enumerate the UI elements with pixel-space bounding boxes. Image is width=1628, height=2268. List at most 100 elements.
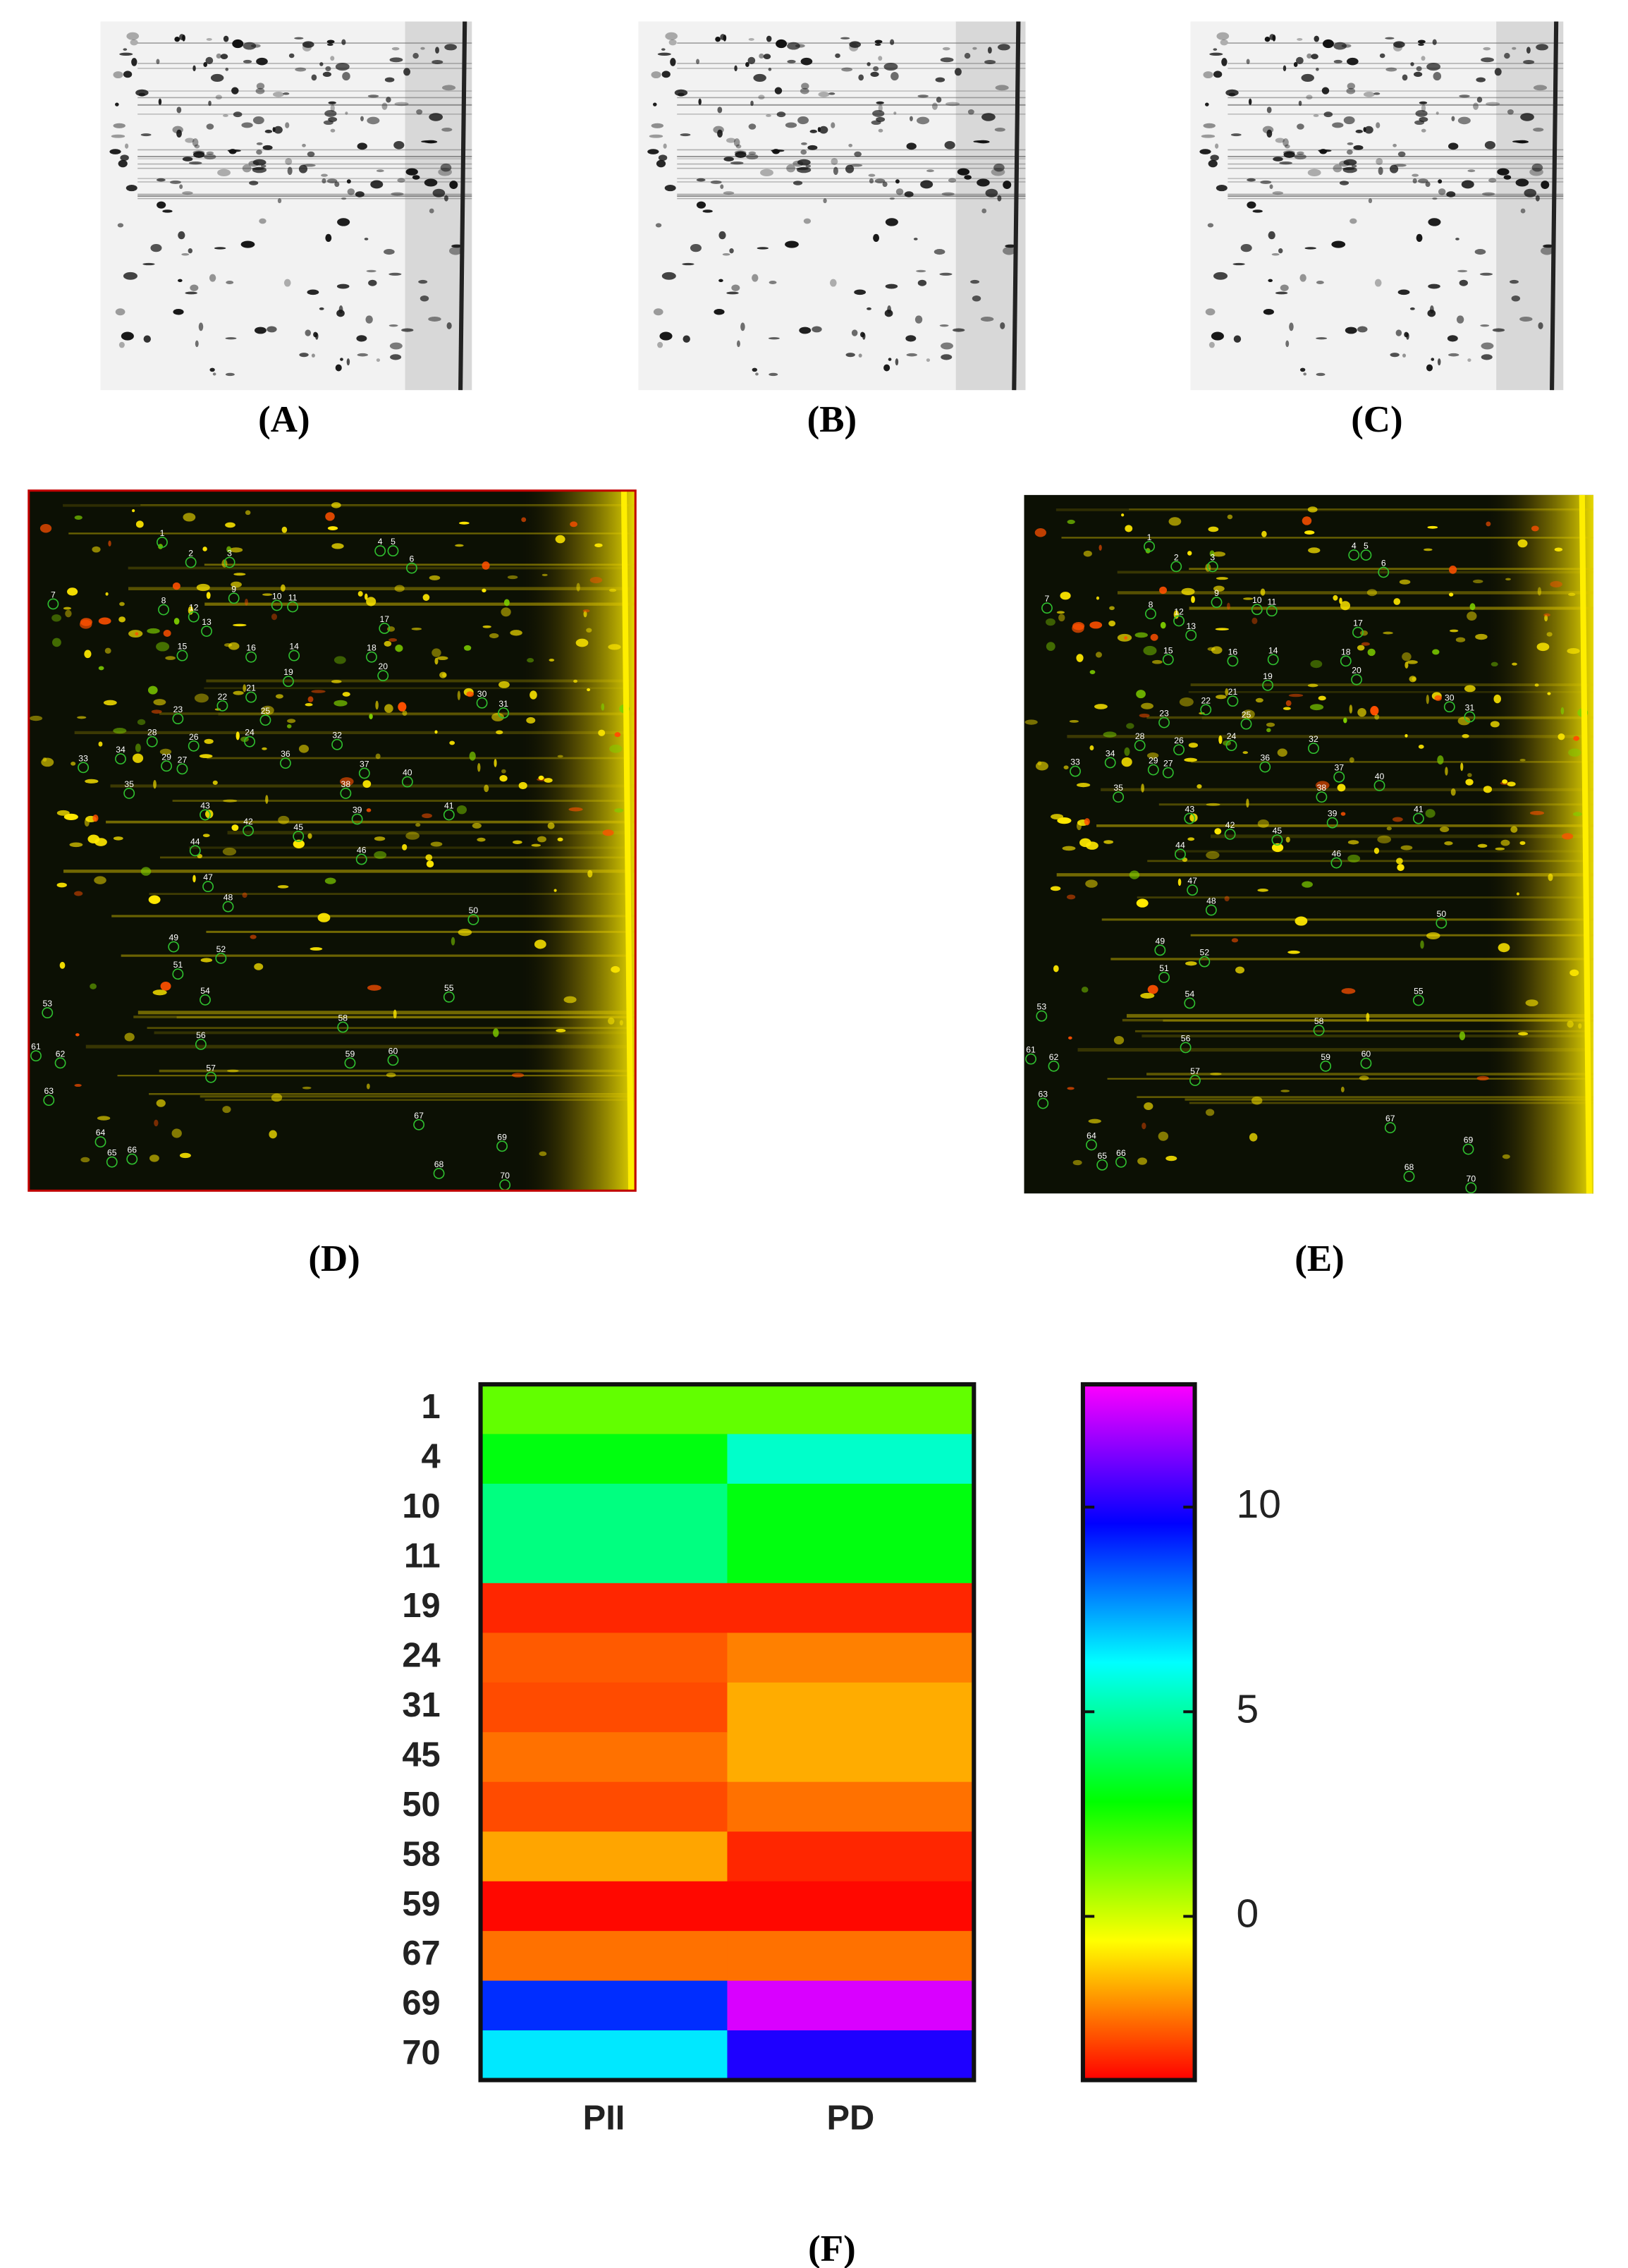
spot-label: 22 <box>1201 695 1211 705</box>
gel-spot <box>243 59 252 63</box>
gel-spot <box>1426 932 1440 940</box>
spot-label: 5 <box>1364 541 1369 551</box>
gel-spot <box>1368 198 1373 204</box>
gel-spot <box>835 53 840 59</box>
gel-spot <box>458 929 472 937</box>
spot-marker <box>205 1071 217 1083</box>
spot-marker <box>344 1057 356 1069</box>
gel-spot <box>416 109 423 115</box>
spot-label: 30 <box>1445 693 1455 702</box>
gel-spot <box>103 700 117 706</box>
spot-marker <box>351 813 363 825</box>
spot-marker <box>1025 1053 1036 1065</box>
spot-marker <box>172 713 184 725</box>
spot-marker <box>1185 629 1197 641</box>
gel-spot <box>1124 636 1127 640</box>
gel-spot <box>357 353 368 357</box>
gel-spot <box>752 274 759 282</box>
gel-spot <box>1275 291 1288 295</box>
gel-spot <box>1187 837 1195 841</box>
gel-spot <box>1493 694 1502 704</box>
gel-spot <box>1062 846 1076 851</box>
gel-spot <box>1484 140 1496 150</box>
gel-spot <box>1215 628 1230 630</box>
gel-spot <box>586 628 592 633</box>
gel-spot <box>1457 116 1471 125</box>
gel-spot <box>1184 757 1197 762</box>
gel-spot <box>418 279 428 284</box>
spot-marker <box>195 1038 207 1050</box>
spot-label: 8 <box>1149 599 1153 609</box>
gel-spot <box>1568 748 1581 757</box>
spot-marker <box>259 714 271 726</box>
spot-label: 7 <box>51 590 56 599</box>
spot-marker <box>176 763 188 775</box>
gel-spot <box>972 295 981 302</box>
gel-spot <box>324 110 337 117</box>
gel-spot <box>889 197 895 200</box>
spot-label: 40 <box>403 768 412 778</box>
spot-marker <box>1412 994 1424 1006</box>
gel-spot <box>1058 614 1065 622</box>
gel-spot <box>797 166 812 173</box>
gel-spot <box>295 67 307 72</box>
gel-spot <box>1207 223 1214 228</box>
gel-spot <box>858 74 864 81</box>
gel-spot <box>368 279 377 286</box>
gel-spot <box>252 116 264 125</box>
gel-spot <box>507 575 518 580</box>
gel-spot <box>726 138 736 143</box>
gel-spot <box>870 71 879 78</box>
spot-marker <box>293 830 305 842</box>
spot-label: 67 <box>414 1111 424 1121</box>
gel-spot <box>678 92 685 97</box>
spot-label: 69 <box>1464 1135 1474 1145</box>
gel-spot <box>326 178 338 183</box>
gel-spot <box>1519 841 1526 846</box>
gel-spot <box>731 284 740 291</box>
gel-spot <box>619 1020 623 1026</box>
gel-spot <box>1578 1023 1582 1029</box>
gel-spot <box>817 127 821 133</box>
gel-spot <box>1477 843 1488 848</box>
gel-spot <box>1228 92 1236 97</box>
spot-marker <box>433 1168 445 1179</box>
gel-spot <box>334 181 340 188</box>
gel-spot <box>609 744 623 753</box>
spot-label: 61 <box>31 1042 41 1051</box>
gel-spot <box>1431 358 1435 361</box>
gel-spot <box>384 77 395 83</box>
gel-spot <box>249 181 259 185</box>
gel-spot <box>328 101 336 104</box>
spot-label: 35 <box>1113 783 1123 793</box>
gel-spot <box>84 650 92 659</box>
gel-spot <box>245 598 248 606</box>
gel-spot <box>235 731 240 740</box>
gel-spot <box>444 44 458 51</box>
gel-spot <box>1492 328 1505 332</box>
gel-spot <box>1490 721 1500 728</box>
gel-spot <box>1374 279 1382 287</box>
gel-spot <box>1363 92 1375 97</box>
gel-spot <box>557 837 563 841</box>
gel-spot <box>1397 864 1404 872</box>
gel-spot <box>420 47 425 50</box>
gel-spot <box>1243 597 1254 600</box>
gel-spot <box>682 262 694 266</box>
spot-label: 64 <box>1087 1130 1096 1140</box>
gel-spot <box>194 693 209 703</box>
gel-spot <box>917 116 930 125</box>
spot-label: 27 <box>1163 759 1173 769</box>
gel-spot <box>1141 784 1144 793</box>
gel-spot <box>1449 629 1459 633</box>
gel-spot <box>1524 188 1537 197</box>
spot-marker <box>1200 704 1212 716</box>
spot-marker <box>1360 549 1372 561</box>
gel-spot <box>441 128 453 132</box>
gel-spot <box>809 129 817 133</box>
gel-spot <box>1378 166 1383 176</box>
gel-spot <box>501 607 511 617</box>
gel-spot <box>254 327 267 334</box>
gel-spot <box>1421 128 1426 133</box>
spot-label: 33 <box>78 753 88 763</box>
